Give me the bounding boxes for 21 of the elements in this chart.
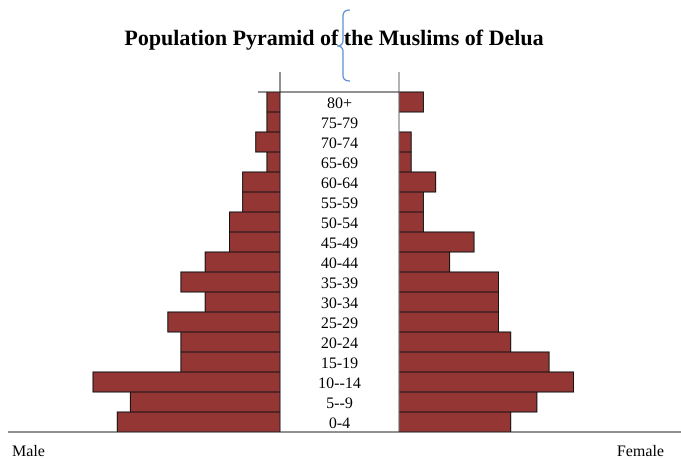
text: Male xyxy=(12,443,45,459)
y-tick-label: 30-34 xyxy=(320,295,358,312)
y-tick-label: 15-19 xyxy=(320,355,358,372)
y-tick-label: 75-79 xyxy=(320,115,358,132)
y-tick-label: 65-69 xyxy=(320,155,358,172)
y-tick-label: 35-39 xyxy=(320,275,358,292)
y-tick-label: 60-64 xyxy=(320,175,358,192)
y-tick-label: 5--9 xyxy=(326,395,353,412)
y-tick-label: 80+ xyxy=(326,95,352,112)
text: Female xyxy=(616,443,664,459)
y-tick-label: 20-24 xyxy=(320,335,358,352)
y-tick-label: 25-29 xyxy=(320,315,358,332)
y-tick-label: 0-4 xyxy=(328,415,350,432)
y-tick-label: 70-74 xyxy=(320,135,358,152)
text: Population Pyramid of the Muslims of Delua xyxy=(124,25,544,50)
bar xyxy=(398,92,424,112)
y-tick-label: 40-44 xyxy=(320,255,358,272)
y-tick-label: 50-54 xyxy=(320,215,358,232)
y-tick-label: 55-59 xyxy=(320,195,358,212)
y-tick-label: 10--14 xyxy=(318,375,361,392)
y-tick-label: 45-49 xyxy=(320,235,358,252)
